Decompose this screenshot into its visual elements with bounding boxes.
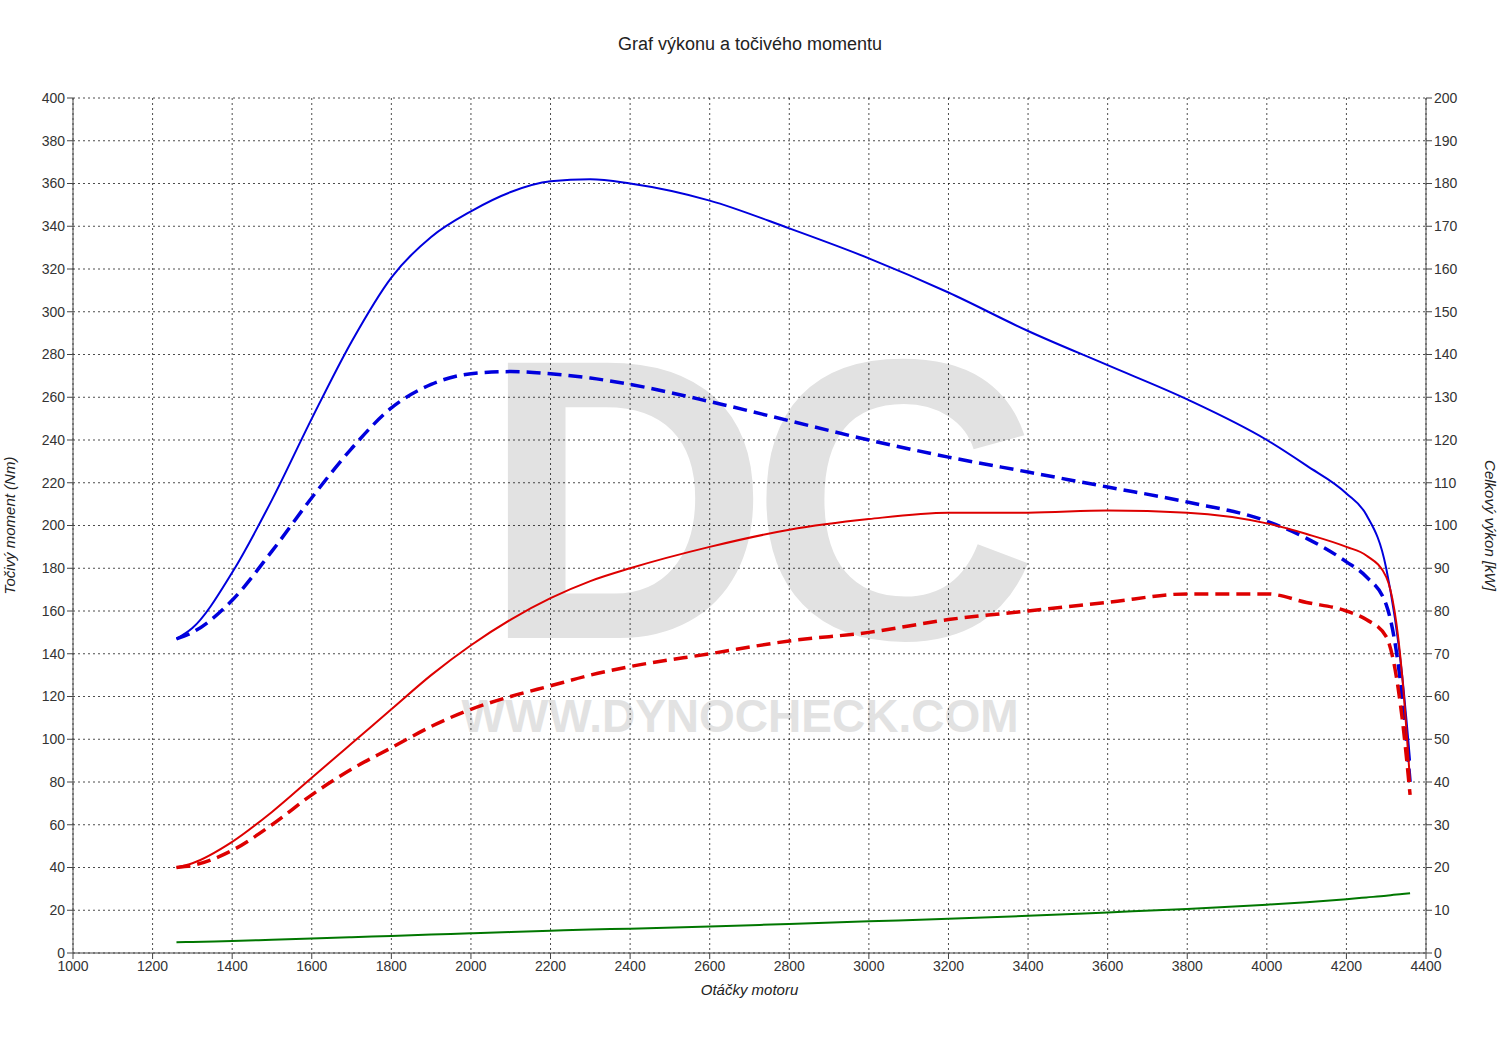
html-text:WWW.DYNOCHECK.COM: WWW.DYNOCHECK.COM <box>461 690 1019 742</box>
svg-text:100: 100 <box>1434 517 1458 533</box>
svg-text:190: 190 <box>1434 133 1458 149</box>
svg-text:Točivý moment (Nm): Točivý moment (Nm) <box>8 457 18 595</box>
svg-text:180: 180 <box>1434 175 1458 191</box>
svg-text:0: 0 <box>57 945 65 961</box>
svg-text:4200: 4200 <box>1331 958 1362 974</box>
svg-text:100: 100 <box>42 731 66 747</box>
svg-text:40: 40 <box>49 859 65 875</box>
svg-text:300: 300 <box>42 304 66 320</box>
html-text:DC: DC <box>481 276 1019 723</box>
svg-text:2000: 2000 <box>455 958 486 974</box>
svg-text:10: 10 <box>1434 902 1450 918</box>
svg-text:40: 40 <box>1434 774 1450 790</box>
svg-text:170: 170 <box>1434 218 1458 234</box>
svg-text:Otáčky motoru: Otáčky motoru <box>701 981 799 998</box>
svg-text:80: 80 <box>1434 603 1450 619</box>
svg-text:2400: 2400 <box>615 958 646 974</box>
svg-text:1200: 1200 <box>137 958 168 974</box>
svg-text:220: 220 <box>42 475 66 491</box>
svg-text:70: 70 <box>1434 646 1450 662</box>
svg-text:4400: 4400 <box>1410 957 1442 974</box>
svg-text:2200: 2200 <box>535 958 566 974</box>
svg-text:3600: 3600 <box>1092 958 1123 974</box>
svg-text:3400: 3400 <box>1012 958 1043 974</box>
svg-text:140: 140 <box>1434 346 1458 362</box>
svg-text:30: 30 <box>1434 817 1450 833</box>
svg-text:0: 0 <box>1434 945 1442 961</box>
svg-text:3200: 3200 <box>933 958 964 974</box>
svg-text:180: 180 <box>42 560 66 576</box>
svg-text:2600: 2600 <box>694 958 725 974</box>
svg-text:200: 200 <box>1434 90 1458 106</box>
svg-text:3800: 3800 <box>1172 958 1203 974</box>
svg-text:1400: 1400 <box>217 958 248 974</box>
svg-text:140: 140 <box>42 646 66 662</box>
svg-text:120: 120 <box>42 688 66 704</box>
svg-text:2800: 2800 <box>774 958 805 974</box>
svg-text:150: 150 <box>1434 304 1458 320</box>
svg-text:20: 20 <box>49 902 65 918</box>
svg-text:90: 90 <box>1434 560 1450 576</box>
svg-text:Celkový výkon [kW]: Celkový výkon [kW] <box>1482 460 1492 592</box>
svg-text:3000: 3000 <box>853 958 884 974</box>
svg-text:1600: 1600 <box>296 958 327 974</box>
svg-text:400: 400 <box>42 90 66 106</box>
svg-text:320: 320 <box>42 261 66 277</box>
svg-text:280: 280 <box>42 346 66 362</box>
svg-text:240: 240 <box>42 432 66 448</box>
html-text:Graf výkonu a točivého momentu: Graf výkonu a točivého momentu <box>617 34 883 54</box>
svg-text:260: 260 <box>42 389 66 405</box>
svg-text:130: 130 <box>1434 389 1458 405</box>
svg-text:1000: 1000 <box>57 957 89 974</box>
svg-text:60: 60 <box>1434 688 1450 704</box>
svg-text:200: 200 <box>42 517 66 533</box>
svg-text:120: 120 <box>1434 432 1458 448</box>
svg-text:20: 20 <box>1434 859 1450 875</box>
svg-text:340: 340 <box>42 218 66 234</box>
svg-text:110: 110 <box>1434 475 1457 491</box>
svg-text:380: 380 <box>42 133 66 149</box>
svg-text:4000: 4000 <box>1251 958 1282 974</box>
svg-text:50: 50 <box>1434 731 1450 747</box>
svg-text:160: 160 <box>1434 261 1458 277</box>
svg-text:160: 160 <box>42 603 66 619</box>
svg-text:60: 60 <box>49 817 65 833</box>
svg-text:360: 360 <box>42 175 66 191</box>
svg-text:1800: 1800 <box>376 958 407 974</box>
svg-text:80: 80 <box>49 774 65 790</box>
